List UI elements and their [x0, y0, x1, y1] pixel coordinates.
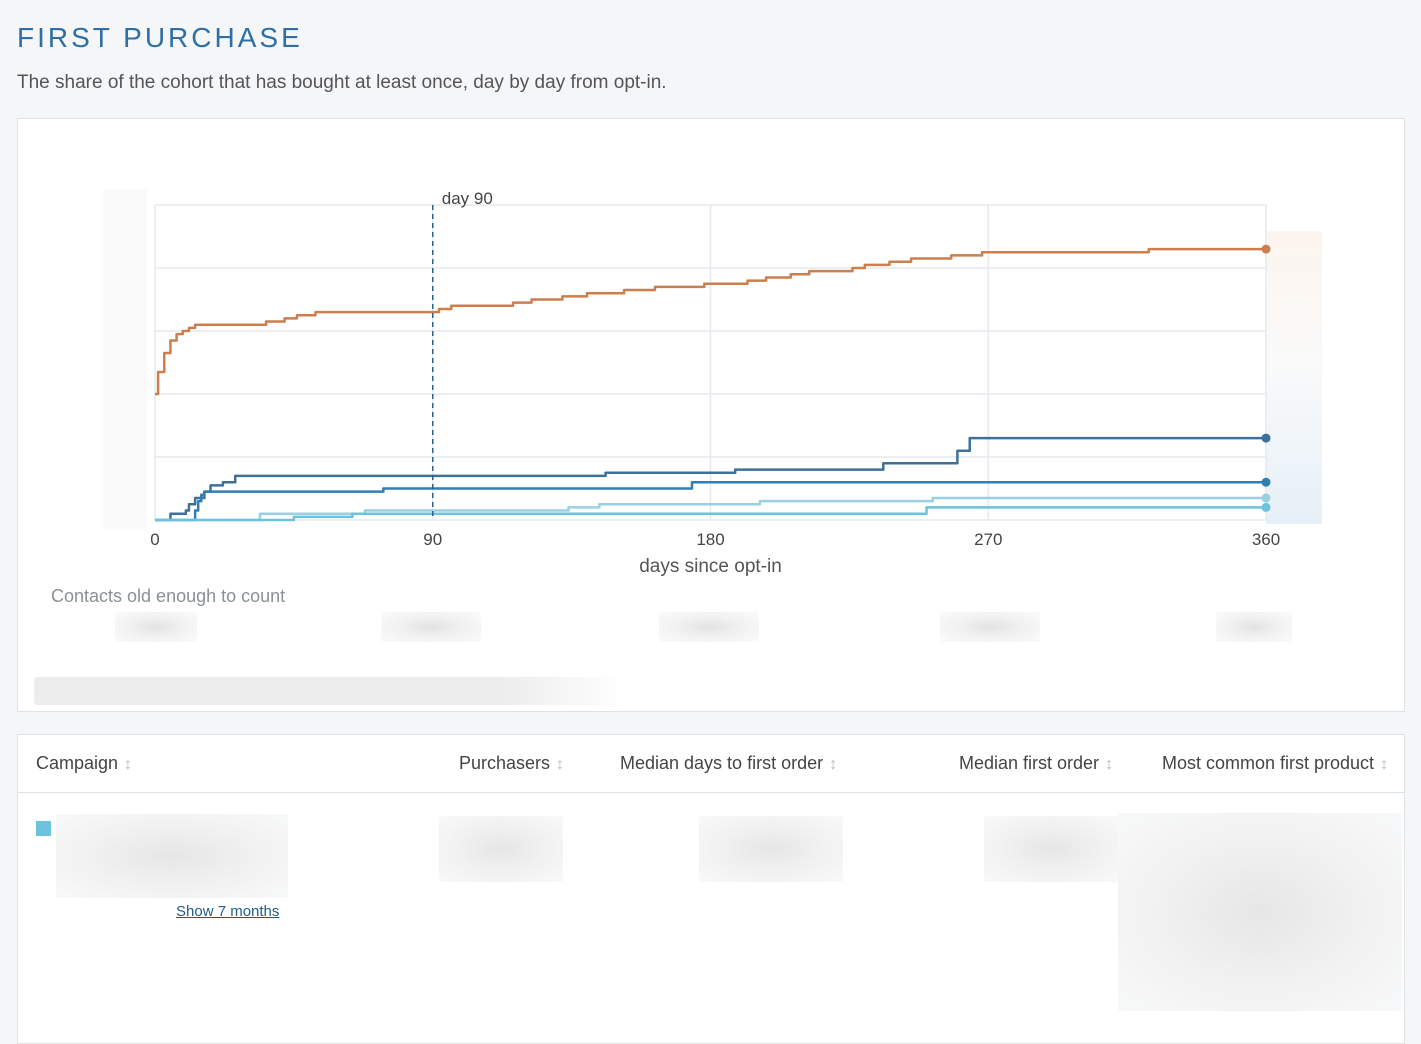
series-line-2 — [155, 480, 1266, 522]
right-fade — [1266, 231, 1322, 524]
axes: 0 90 180 270 360 days since opt-in — [150, 530, 1280, 577]
sort-icon: ↕ — [124, 756, 133, 773]
sort-icon: ↕ — [829, 756, 838, 773]
contacts-count-180 — [659, 612, 759, 642]
header-campaign[interactable]: Campaign ↕ — [36, 753, 132, 774]
header-median-first-order-label: Median first order — [959, 753, 1100, 773]
common-product-cell — [1118, 813, 1402, 1011]
campaign-name-cell — [56, 814, 288, 898]
contacts-count-360 — [1216, 612, 1292, 642]
purchasers-cell — [439, 816, 563, 882]
chart-panel: 0 90 180 270 360 days since opt-in day 90 Con… — [17, 118, 1405, 712]
series-swatch — [36, 821, 51, 836]
annotation-label: day 90 — [442, 189, 493, 208]
x-tick-label: 270 — [974, 530, 1002, 549]
annotations: day 90 — [432, 189, 493, 520]
page-title: FIRST PURCHASE — [17, 22, 303, 53]
header-median-first-order[interactable]: Median first order ↕ — [959, 753, 1113, 774]
table-header: Campaign ↕ Purchasers ↕ Median days to fir… — [18, 735, 1404, 793]
header-purchasers-label: Purchasers — [459, 753, 551, 773]
header-campaign-label: Campaign — [36, 753, 119, 773]
first-purchase-chart: 0 90 180 270 360 days since opt-in day 90 — [103, 189, 1322, 577]
header-median-days-label: Median days to first order — [620, 753, 824, 773]
contacts-count-270 — [940, 612, 1040, 642]
header-median-days[interactable]: Median days to first order ↕ — [620, 753, 837, 774]
series-end-point-3 — [1261, 493, 1271, 503]
series-line-3 — [155, 496, 1266, 522]
sort-icon: ↕ — [1105, 756, 1114, 773]
cohort-summary-bar — [34, 677, 624, 705]
median-days-cell — [699, 816, 843, 882]
series-line-1 — [155, 436, 1266, 522]
left-fade — [103, 189, 147, 529]
series-end-point-2 — [1261, 477, 1271, 487]
header-common-product-label: Most common first product — [1162, 753, 1375, 773]
series-end-point-1 — [1261, 433, 1271, 443]
sort-icon: ↕ — [556, 756, 565, 773]
x-tick-label: 0 — [150, 530, 159, 549]
header-common-product[interactable]: Most common first product ↕ — [1162, 753, 1388, 774]
contacts-count-90 — [381, 612, 481, 642]
header-purchasers[interactable]: Purchasers ↕ — [459, 753, 564, 774]
contacts-count-0 — [115, 612, 197, 642]
series-line-0 — [155, 247, 1266, 396]
series — [155, 244, 1271, 522]
show-months-link[interactable]: Show 7 months — [176, 903, 280, 920]
contacts-label: Contacts old enough to count — [51, 586, 286, 606]
series-end-point-0 — [1261, 244, 1271, 254]
sort-icon: ↕ — [1380, 756, 1389, 773]
page-subtitle: The share of the cohort that has bought … — [17, 72, 667, 93]
grid — [154, 204, 1267, 521]
median-first-order-cell — [984, 816, 1119, 882]
campaign-table: Campaign ↕ Purchasers ↕ Median days to fir… — [17, 734, 1405, 1044]
series-end-point-4 — [1261, 502, 1271, 512]
x-tick-label: 180 — [696, 530, 724, 549]
series-line-4 — [155, 506, 1266, 522]
x-tick-label: 90 — [423, 530, 442, 549]
x-tick-label: 360 — [1252, 530, 1280, 549]
x-axis-title: days since opt-in — [639, 556, 782, 577]
